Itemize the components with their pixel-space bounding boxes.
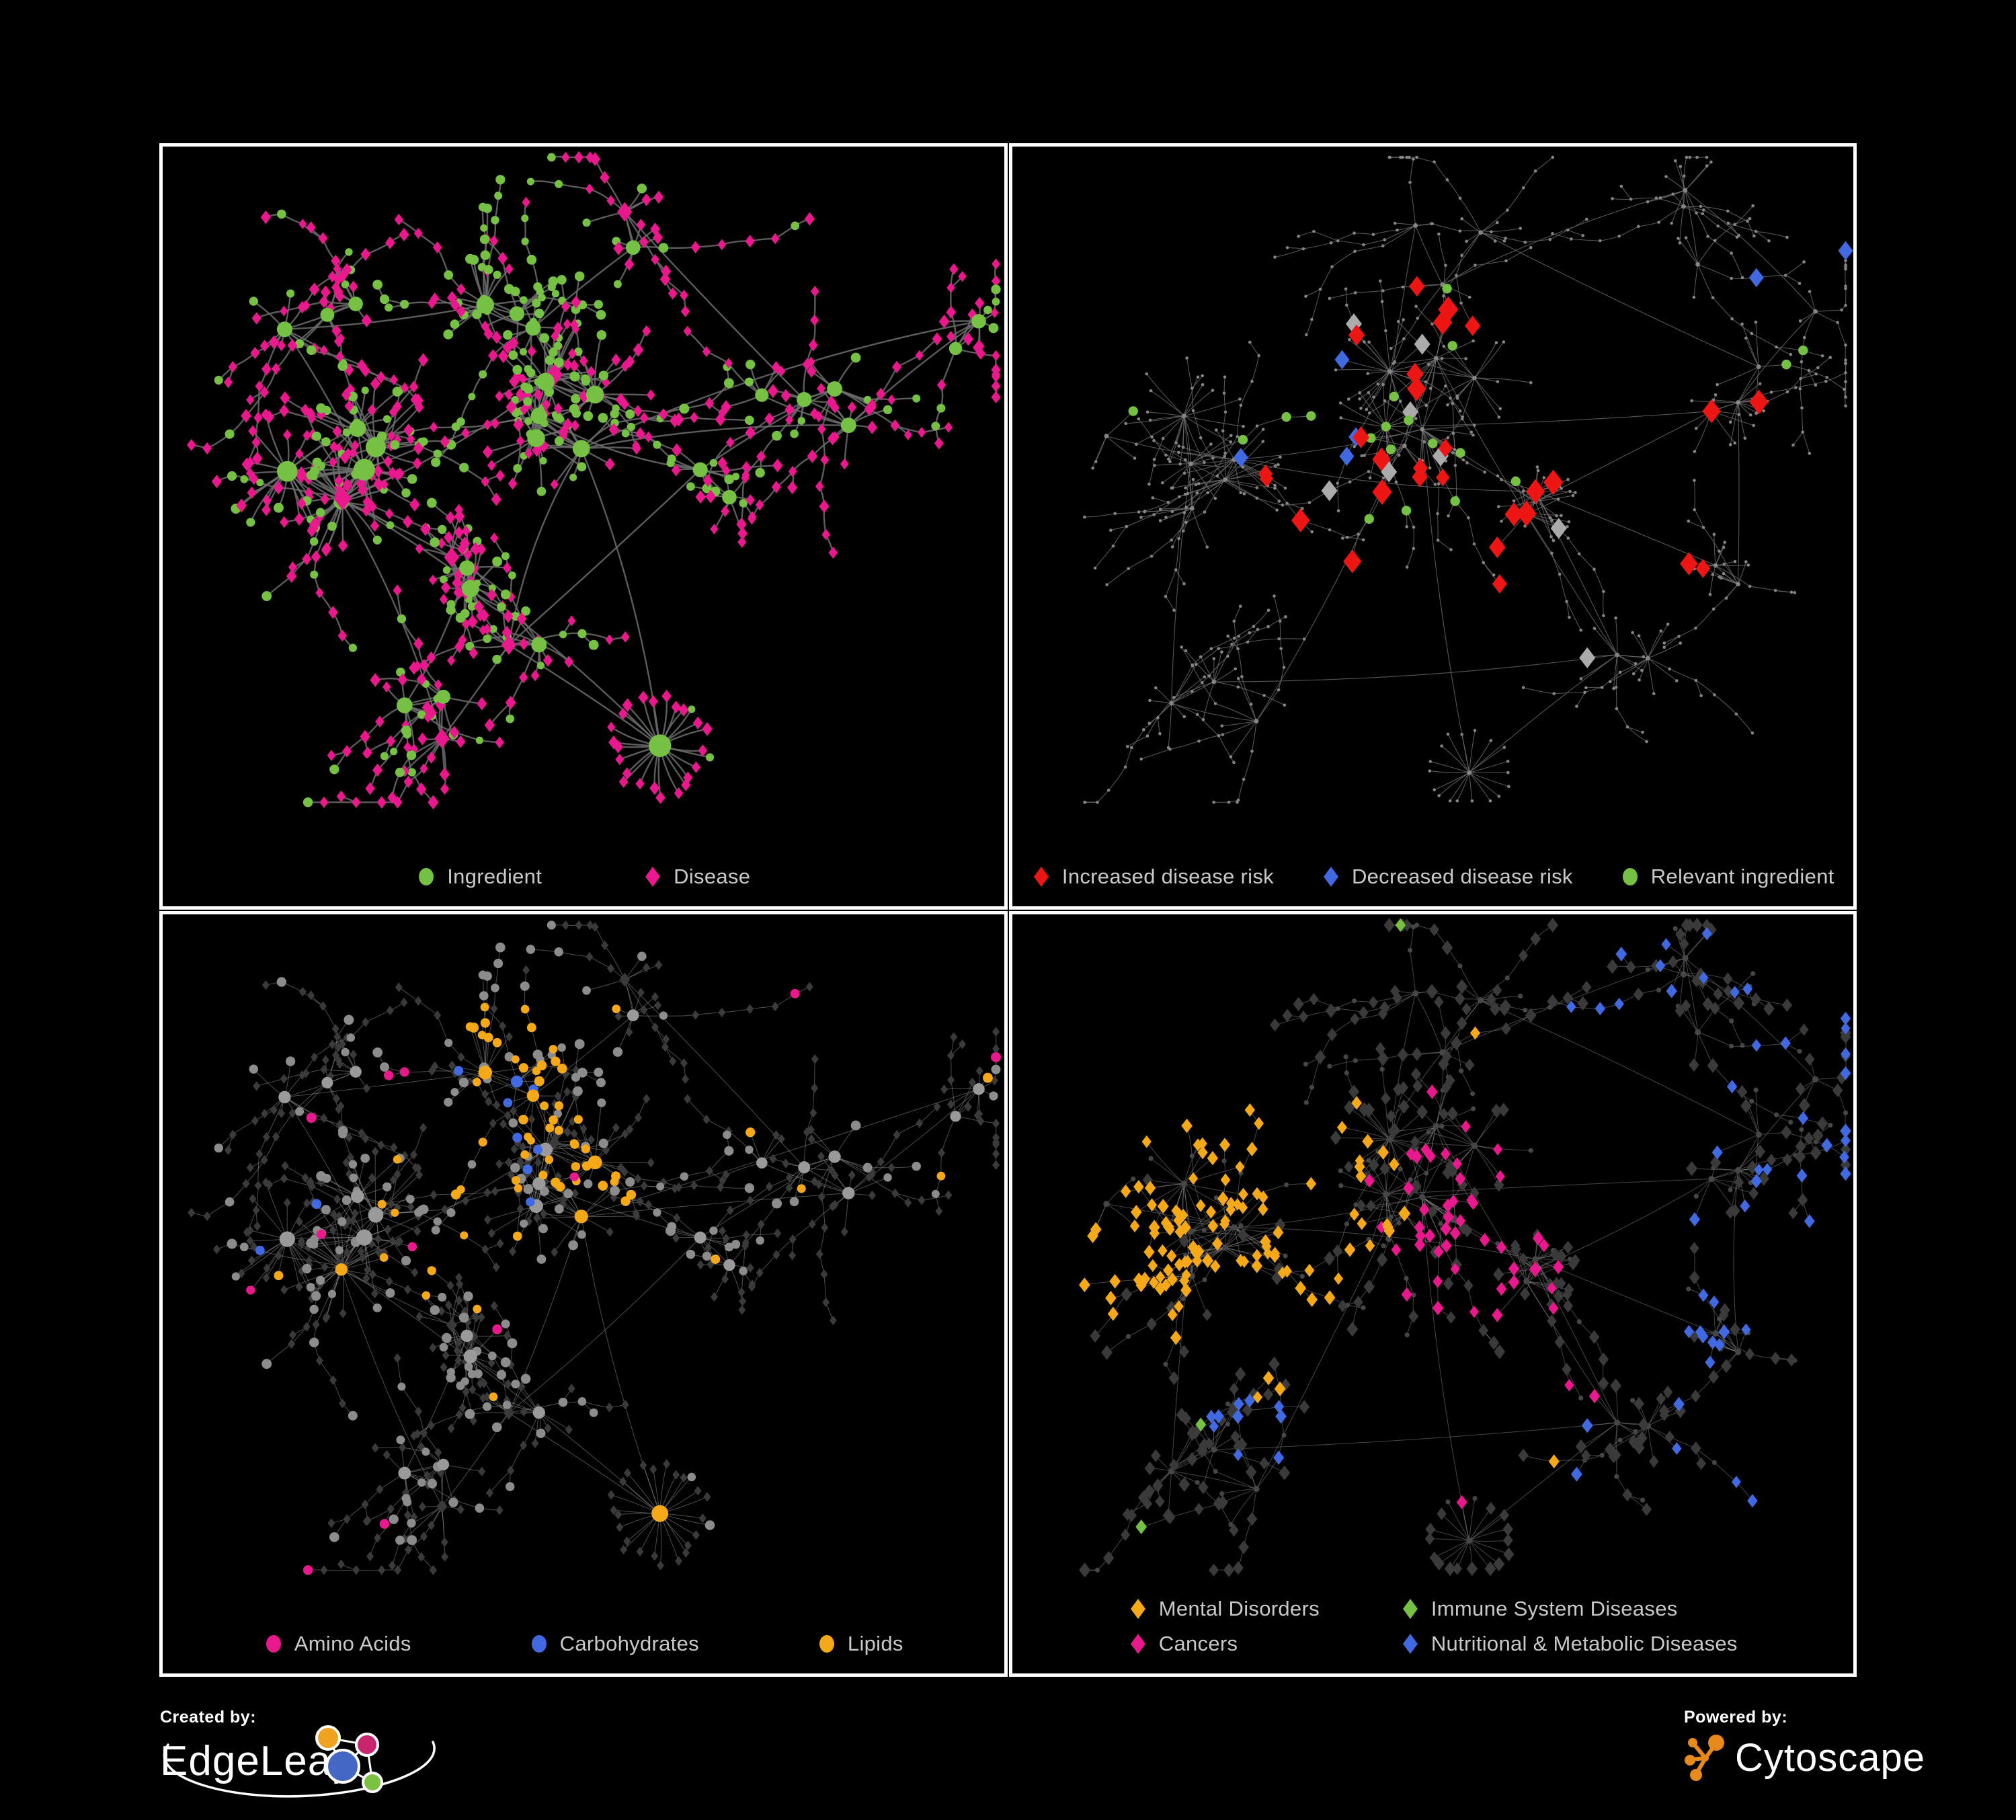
legend-item: Ingredient [416,865,542,889]
legend-item-label: Nutritional & Metabolic Diseases [1430,1632,1738,1655]
legend-item: Mental Disorders [1128,1597,1320,1621]
panel2-legend: Increased disease risk Decreased disease … [1012,865,1854,889]
legend-item: Immune System Diseases [1400,1597,1678,1621]
legend-diamond-icon [1130,1599,1145,1619]
legend-item-label: Mental Disorders [1158,1597,1320,1620]
powered-by-label: Powered by: [1684,1708,1788,1727]
legend-item: Decreased disease risk [1321,865,1573,889]
legend-item: Cancers [1128,1632,1238,1656]
legend-item-label: Amino Acids [294,1632,411,1655]
legend-item: Disease [643,865,750,889]
disease-risk-network-svg [1082,155,1853,804]
legend-item-label: Disease [674,864,751,888]
legend-item-label: Ingredient [447,864,542,888]
legend-item: Nutritional & Metabolic Diseases [1400,1632,1738,1656]
legend-circle-icon [419,867,434,885]
panel-disease-categories: Mental Disorders Immune System Diseases Ca… [1008,910,1857,1677]
legend-item: Lipids [817,1632,903,1656]
legend-circle-icon [1622,867,1638,885]
edgeleap-logo-icon [315,1725,383,1793]
legend-item-label: Lipids [847,1632,903,1655]
edgeleap-wordmark-row: EdgeLeap [160,1725,483,1798]
ingredient-disease-network-svg [186,151,1001,809]
macronutrient-network-svg [188,920,1001,1575]
legend-item-label: Decreased disease risk [1351,864,1573,888]
legend-item: Amino Acids [264,1632,411,1656]
legend-diamond-icon [1402,1599,1418,1619]
legend-diamond-icon [645,866,661,887]
panel3-legend: Amino Acids Carbohydrates Lipids [163,1632,1004,1656]
panel-grid: Ingredient Disease Increased disease risk… [159,143,1857,1677]
panel1-legend: Ingredient Disease [163,865,1004,889]
legend-item-label: Cancers [1158,1632,1238,1655]
cytoscape-wordmark: Cytoscape [1735,1735,1926,1780]
legend-circle-icon [819,1635,834,1653]
created-by-label: Created by: [160,1708,257,1727]
legend-item-label: Relevant ingredient [1650,864,1834,888]
panel-macronutrients: Amino Acids Carbohydrates Lipids [159,910,1008,1677]
legend-circle-icon [531,1635,547,1653]
panel-disease-risk: Increased disease risk Decreased disease … [1008,143,1857,910]
legend-item: Relevant ingredient [1620,865,1834,889]
legend-item-label: Immune System Diseases [1430,1597,1678,1620]
legend-diamond-icon [1323,866,1338,887]
legend-item: Carbohydrates [529,1632,699,1656]
legend-item: Increased disease risk [1031,865,1274,889]
panel-ingredient-disease: Ingredient Disease [159,143,1008,910]
legend-diamond-icon [1402,1634,1418,1654]
legend-item-label: Carbohydrates [559,1632,699,1655]
legend-diamond-icon [1033,866,1049,887]
cytoscape-wordmark-row: Cytoscape [1684,1733,1980,1782]
panel4-legend: Mental Disorders Immune System Diseases Ca… [1012,1597,1854,1656]
disease-category-network-svg [1078,917,1851,1577]
legend-diamond-icon [1130,1634,1145,1654]
cytoscape-logo-icon [1685,1735,1724,1781]
legend-item-label: Increased disease risk [1061,864,1274,888]
powered-by-block: Powered by: Cytoscape [1684,1708,1980,1809]
edgeleap-swoosh [163,1741,436,1798]
created-by-block: Created by: EdgeLeap [160,1708,483,1809]
legend-circle-icon [266,1635,281,1653]
